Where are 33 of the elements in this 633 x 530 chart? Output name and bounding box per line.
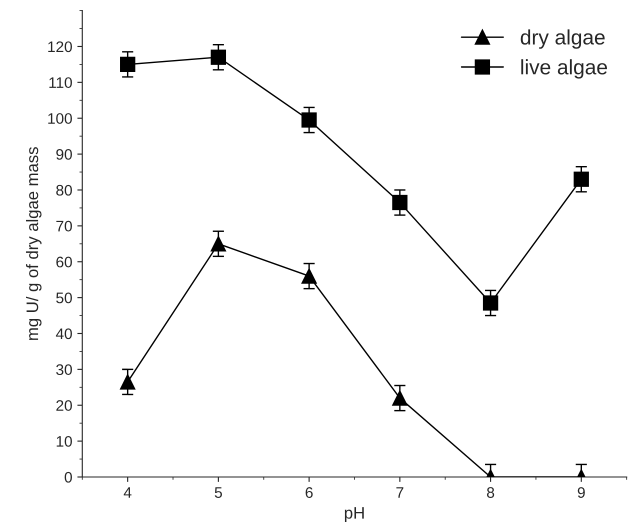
point: [120, 374, 136, 390]
y-tick-label: 40: [56, 328, 72, 340]
point: [482, 295, 498, 311]
x-axis-title: pH: [344, 507, 364, 522]
y-tick-label: 120: [48, 41, 72, 52]
y-tick-label: 20: [56, 400, 72, 411]
y-tick-label: 60: [56, 256, 72, 268]
point: [392, 390, 408, 406]
x-tick-label: 8: [486, 487, 494, 498]
point: [574, 172, 589, 187]
x-tick-label: 5: [214, 487, 222, 498]
x-tick-label: 4: [124, 487, 132, 498]
y-tick-label: 0: [64, 472, 72, 483]
point: [210, 50, 226, 65]
point: [120, 56, 136, 72]
x-tick-label: 6: [306, 487, 313, 498]
y-tick-label: 110: [49, 77, 72, 88]
y-tick-label: 100: [48, 113, 72, 124]
x-tick-label: 9: [578, 487, 585, 498]
legend-label: live algae: [521, 59, 607, 79]
point: [392, 194, 408, 210]
point: [210, 236, 226, 252]
y-tick-label: 90: [56, 148, 72, 160]
point: [301, 268, 317, 284]
x-tick-label: 7: [396, 487, 404, 498]
y-axis-title: mg U/ g of dry algae mass: [26, 147, 42, 340]
y-tick-label: 70: [56, 220, 72, 232]
point: [301, 112, 317, 128]
legend-label: dry algae: [520, 29, 605, 49]
y-tick-label: 80: [56, 184, 72, 196]
y-tick-label: 30: [56, 364, 72, 376]
y-tick-label: 10: [56, 436, 72, 447]
y-tick-label: 50: [56, 292, 72, 304]
